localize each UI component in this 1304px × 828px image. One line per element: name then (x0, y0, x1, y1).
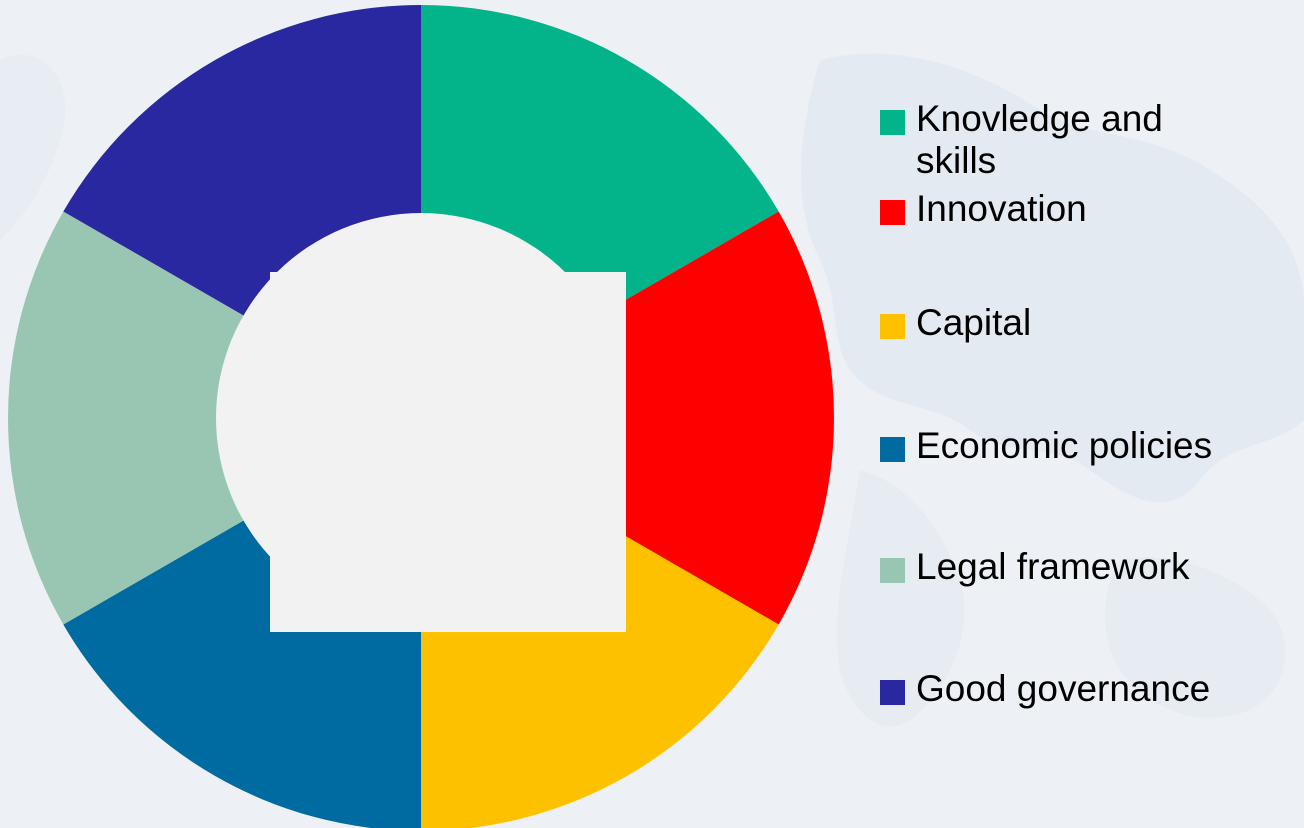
map-landmass (801, 53, 1304, 503)
donut-hole (216, 213, 626, 623)
legend-item-innovation: Innovation (880, 188, 1296, 230)
legend-swatch (880, 680, 905, 705)
legend-item-economic-policies: Economic policies (880, 425, 1296, 467)
slice-legal-framework (7, 211, 421, 625)
legend-swatch (880, 437, 905, 462)
legend-swatch (880, 200, 905, 225)
legend-item-good-governance: Good governance (880, 668, 1296, 710)
legend-label: Capital (916, 302, 1032, 343)
legend-label: Good governance (916, 668, 1211, 709)
map-landmass (836, 470, 965, 727)
legend-label: Economic policies (916, 425, 1213, 466)
legend-item-knowledge-and-skills: Knovledge and skills (880, 98, 1216, 182)
legend-item-legal-framework: Legal framework (880, 546, 1296, 588)
legend-swatch (880, 558, 905, 583)
legend-label: Legal framework (916, 546, 1190, 587)
legend-label: Knovledge and skills (916, 98, 1163, 181)
map-landmass (1105, 557, 1286, 718)
legend-swatch (880, 314, 905, 339)
legend-swatch (880, 110, 905, 135)
legend-item-capital: Capital (880, 302, 1296, 344)
map-landmass (0, 54, 66, 240)
legend-label: Innovation (916, 188, 1087, 229)
slice-innovation (421, 211, 835, 625)
